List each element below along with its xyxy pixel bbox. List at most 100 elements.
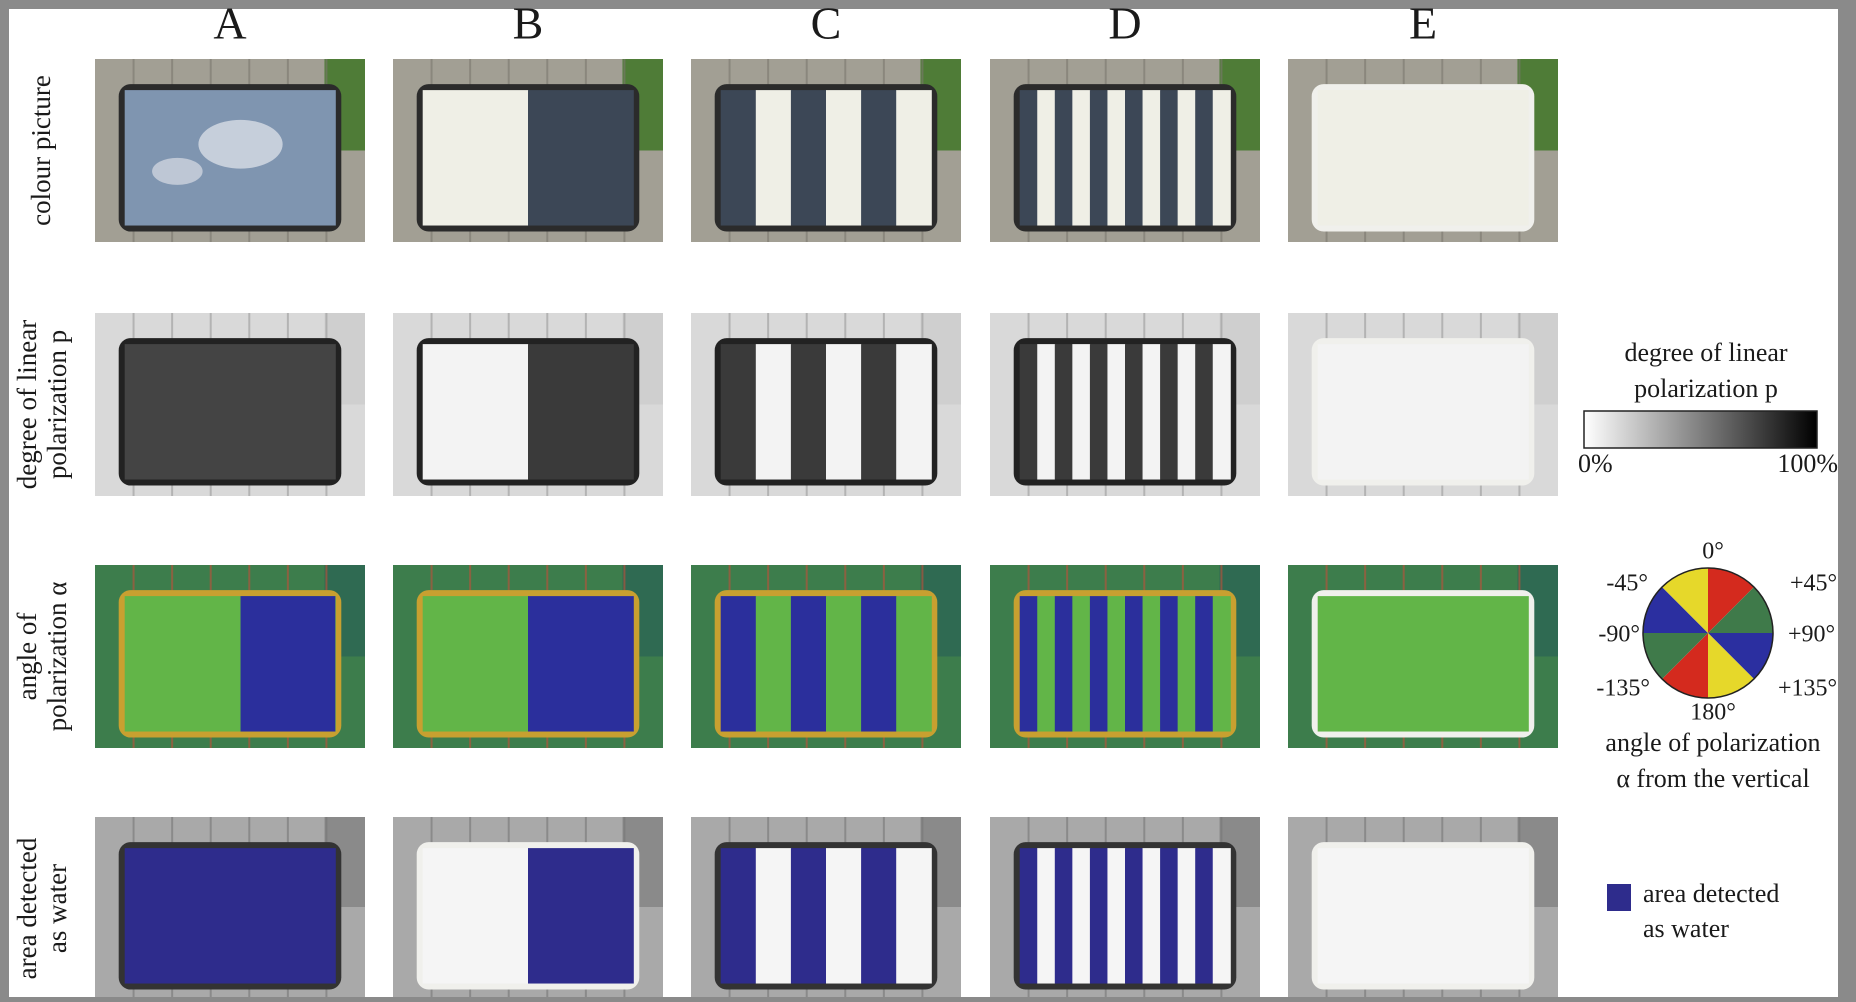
row-label: area detected xyxy=(12,837,42,979)
column-label: D xyxy=(1108,0,1141,49)
cloud xyxy=(152,158,203,185)
tray-band xyxy=(1020,848,1038,983)
tray-band xyxy=(861,90,897,225)
tray-band xyxy=(125,344,336,479)
photo-panel xyxy=(393,313,663,496)
tray-band xyxy=(528,848,634,983)
tray-band xyxy=(1143,848,1161,983)
tray-band xyxy=(241,596,336,731)
tray-band xyxy=(861,344,897,479)
tray-band xyxy=(896,596,932,731)
column-label: A xyxy=(213,0,246,49)
photo-panel xyxy=(95,565,365,748)
tray-band xyxy=(1213,90,1231,225)
angle-legend-caption: α from the vertical xyxy=(1616,764,1809,793)
tray-band xyxy=(1020,596,1038,731)
tray-band xyxy=(528,344,634,479)
tray-band xyxy=(1178,90,1196,225)
row-label: polarization α xyxy=(42,582,72,732)
tray-band xyxy=(1318,90,1529,225)
degree-legend-title: polarization p xyxy=(1634,374,1778,403)
water-legend-label: area detected xyxy=(1643,879,1779,908)
tray-band xyxy=(1160,90,1178,225)
water-swatch xyxy=(1607,884,1631,911)
tray-band xyxy=(423,90,529,225)
tray-band xyxy=(1055,596,1073,731)
photo-panel xyxy=(990,817,1260,997)
tray-band xyxy=(861,848,897,983)
row-label: polarization p xyxy=(42,330,72,479)
tray-band xyxy=(528,596,634,731)
tray-band xyxy=(826,90,862,225)
tray-band xyxy=(1107,90,1125,225)
angle-legend-caption: angle of polarization xyxy=(1605,728,1820,757)
tray-band xyxy=(1213,344,1231,479)
photo-panel xyxy=(95,313,365,496)
tray-band xyxy=(826,848,862,983)
column-label: E xyxy=(1409,0,1437,49)
tray-band xyxy=(756,596,792,731)
tray-band xyxy=(1318,344,1529,479)
tray-band xyxy=(1213,596,1231,731)
tray-band xyxy=(1195,848,1213,983)
tray-band xyxy=(1178,596,1196,731)
degree-legend-title: degree of linear xyxy=(1624,338,1787,367)
water-legend-label: as water xyxy=(1643,914,1729,943)
column-label: B xyxy=(513,0,544,49)
tray-band xyxy=(1318,596,1529,731)
tray-band xyxy=(1072,596,1090,731)
tray-band xyxy=(1195,344,1213,479)
tray-band xyxy=(1090,344,1108,479)
tray-band xyxy=(1125,90,1143,225)
tray-band xyxy=(1213,848,1231,983)
tray-band xyxy=(1160,344,1178,479)
angle-label: -135° xyxy=(1596,676,1650,702)
tray-band xyxy=(1072,344,1090,479)
tray-band xyxy=(791,848,827,983)
tray-band xyxy=(1055,344,1073,479)
photo-panel xyxy=(1288,313,1558,496)
tray-band xyxy=(1107,596,1125,731)
tray-band xyxy=(1160,848,1178,983)
tray-band xyxy=(1072,848,1090,983)
row-label: as water xyxy=(42,864,72,953)
angle-label: -90° xyxy=(1598,622,1640,648)
figure: ABCDEcolour picturedegree of linearpolar… xyxy=(0,0,1856,997)
photo-panel xyxy=(95,59,365,242)
tray-band xyxy=(1055,848,1073,983)
tray-band xyxy=(125,848,336,983)
tray-band xyxy=(1037,596,1055,731)
tray-band xyxy=(896,344,932,479)
photo-panel xyxy=(1288,817,1558,997)
tray-band xyxy=(861,596,897,731)
photo-panel xyxy=(990,313,1260,496)
tray-band xyxy=(1178,848,1196,983)
cloud xyxy=(198,120,282,169)
tray-band xyxy=(721,596,757,731)
colorbar-max-label: 100% xyxy=(1777,449,1838,478)
tray-band xyxy=(1107,344,1125,479)
tray-band xyxy=(896,90,932,225)
tray-band xyxy=(1318,848,1529,983)
tray-band xyxy=(1090,848,1108,983)
tray-band xyxy=(1055,90,1073,225)
tray-band xyxy=(1037,90,1055,225)
tray-band xyxy=(756,90,792,225)
tray-band xyxy=(1160,596,1178,731)
tray-band xyxy=(826,344,862,479)
row-label: degree of linear xyxy=(12,320,42,489)
tray-band xyxy=(1090,596,1108,731)
column-label: C xyxy=(811,0,842,49)
tray-band xyxy=(1143,344,1161,479)
tray-band xyxy=(1107,848,1125,983)
photo-panel xyxy=(393,59,663,242)
tray-band xyxy=(791,344,827,479)
tray-band xyxy=(1037,344,1055,479)
tray-band xyxy=(721,848,757,983)
tray-band xyxy=(1020,344,1038,479)
photo-panel xyxy=(691,59,961,242)
photo-panel xyxy=(1288,59,1558,242)
tray-band xyxy=(1143,596,1161,731)
tray-band xyxy=(423,344,529,479)
photo-panel xyxy=(990,565,1260,748)
